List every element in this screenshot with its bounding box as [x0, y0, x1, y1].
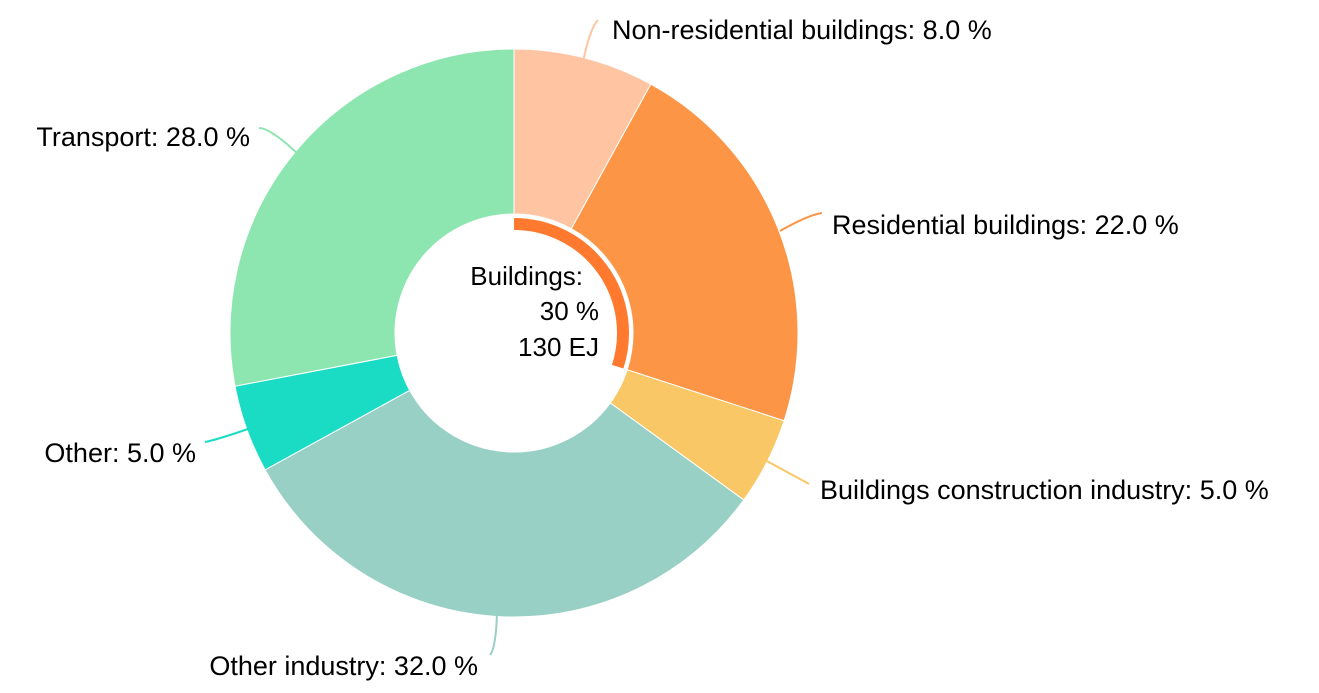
slice-label-other-industry: Other industry: 32.0 % [209, 651, 478, 681]
slice-other-industry[interactable] [264, 389, 745, 618]
center-energy: 130 EJ [518, 332, 599, 362]
center-summary: Buildings: 30 % 130 EJ [470, 261, 599, 362]
center-title: Buildings: [470, 261, 583, 291]
leader-line-other-industry [489, 611, 498, 656]
buildings-highlight-arc [513, 218, 629, 369]
slice-label-construction: Buildings construction industry: 5.0 % [820, 475, 1269, 505]
leader-line-other [204, 428, 249, 443]
slice-label-non-residential: Non-residential buildings: 8.0 % [612, 15, 992, 45]
center-percent: 30 % [540, 296, 599, 326]
leader-lines-group [204, 19, 823, 656]
slice-label-residential: Residential buildings: 22.0 % [832, 210, 1179, 240]
leader-line-residential-buildings [779, 212, 823, 232]
slices-group [229, 48, 799, 618]
slice-residential-buildings[interactable] [570, 83, 799, 422]
buildings-highlight-group [513, 218, 629, 369]
slice-label-transport: Transport: 28.0 % [36, 122, 250, 152]
slice-labels-group: Non-residential buildings: 8.0 % Residen… [36, 15, 1268, 681]
slice-label-other: Other: 5.0 % [44, 438, 196, 468]
leader-line-non-residential-buildings [582, 19, 599, 63]
leader-line-buildings-construction-industry [764, 459, 810, 485]
leader-line-transport [258, 127, 298, 154]
slice-transport[interactable] [229, 48, 515, 387]
